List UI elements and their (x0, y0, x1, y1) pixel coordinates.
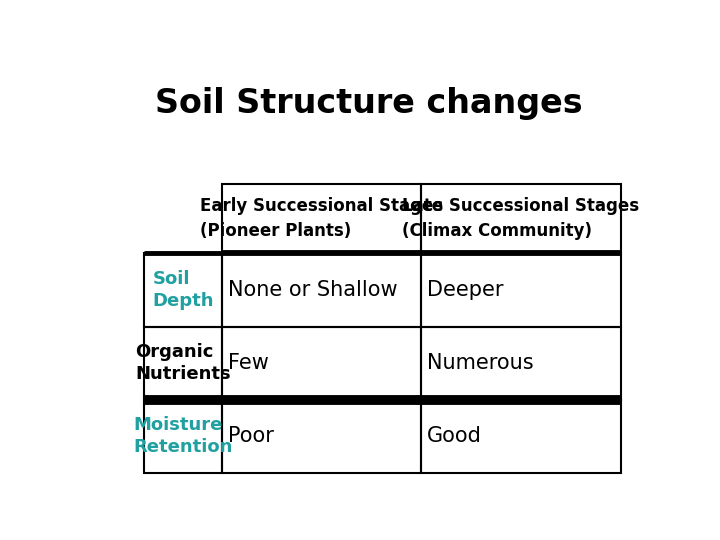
Bar (421, 184, 621, 253)
Bar (144, 253, 222, 327)
Bar (222, 253, 421, 327)
Text: Poor: Poor (228, 426, 274, 447)
Text: Few: Few (228, 353, 269, 373)
Bar (222, 184, 421, 253)
Text: Deeper: Deeper (427, 280, 503, 300)
Bar (144, 400, 222, 473)
Text: Moisture
Retention: Moisture Retention (133, 416, 233, 456)
Text: None or Shallow: None or Shallow (228, 280, 397, 300)
Bar (144, 327, 222, 400)
Bar (421, 253, 621, 327)
Text: Numerous: Numerous (427, 353, 534, 373)
Text: Late Successional Stages
(Climax Community): Late Successional Stages (Climax Communi… (402, 197, 639, 240)
Text: Soil Structure changes: Soil Structure changes (156, 87, 582, 120)
Text: Organic
Nutrients: Organic Nutrients (135, 343, 231, 383)
Bar (222, 400, 421, 473)
Bar (421, 400, 621, 473)
Bar (222, 327, 421, 400)
Text: Early Successional Stages
(Pioneer Plants): Early Successional Stages (Pioneer Plant… (199, 197, 443, 240)
Text: Soil
Depth: Soil Depth (152, 270, 214, 310)
Bar (421, 327, 621, 400)
Text: Good: Good (427, 426, 482, 447)
